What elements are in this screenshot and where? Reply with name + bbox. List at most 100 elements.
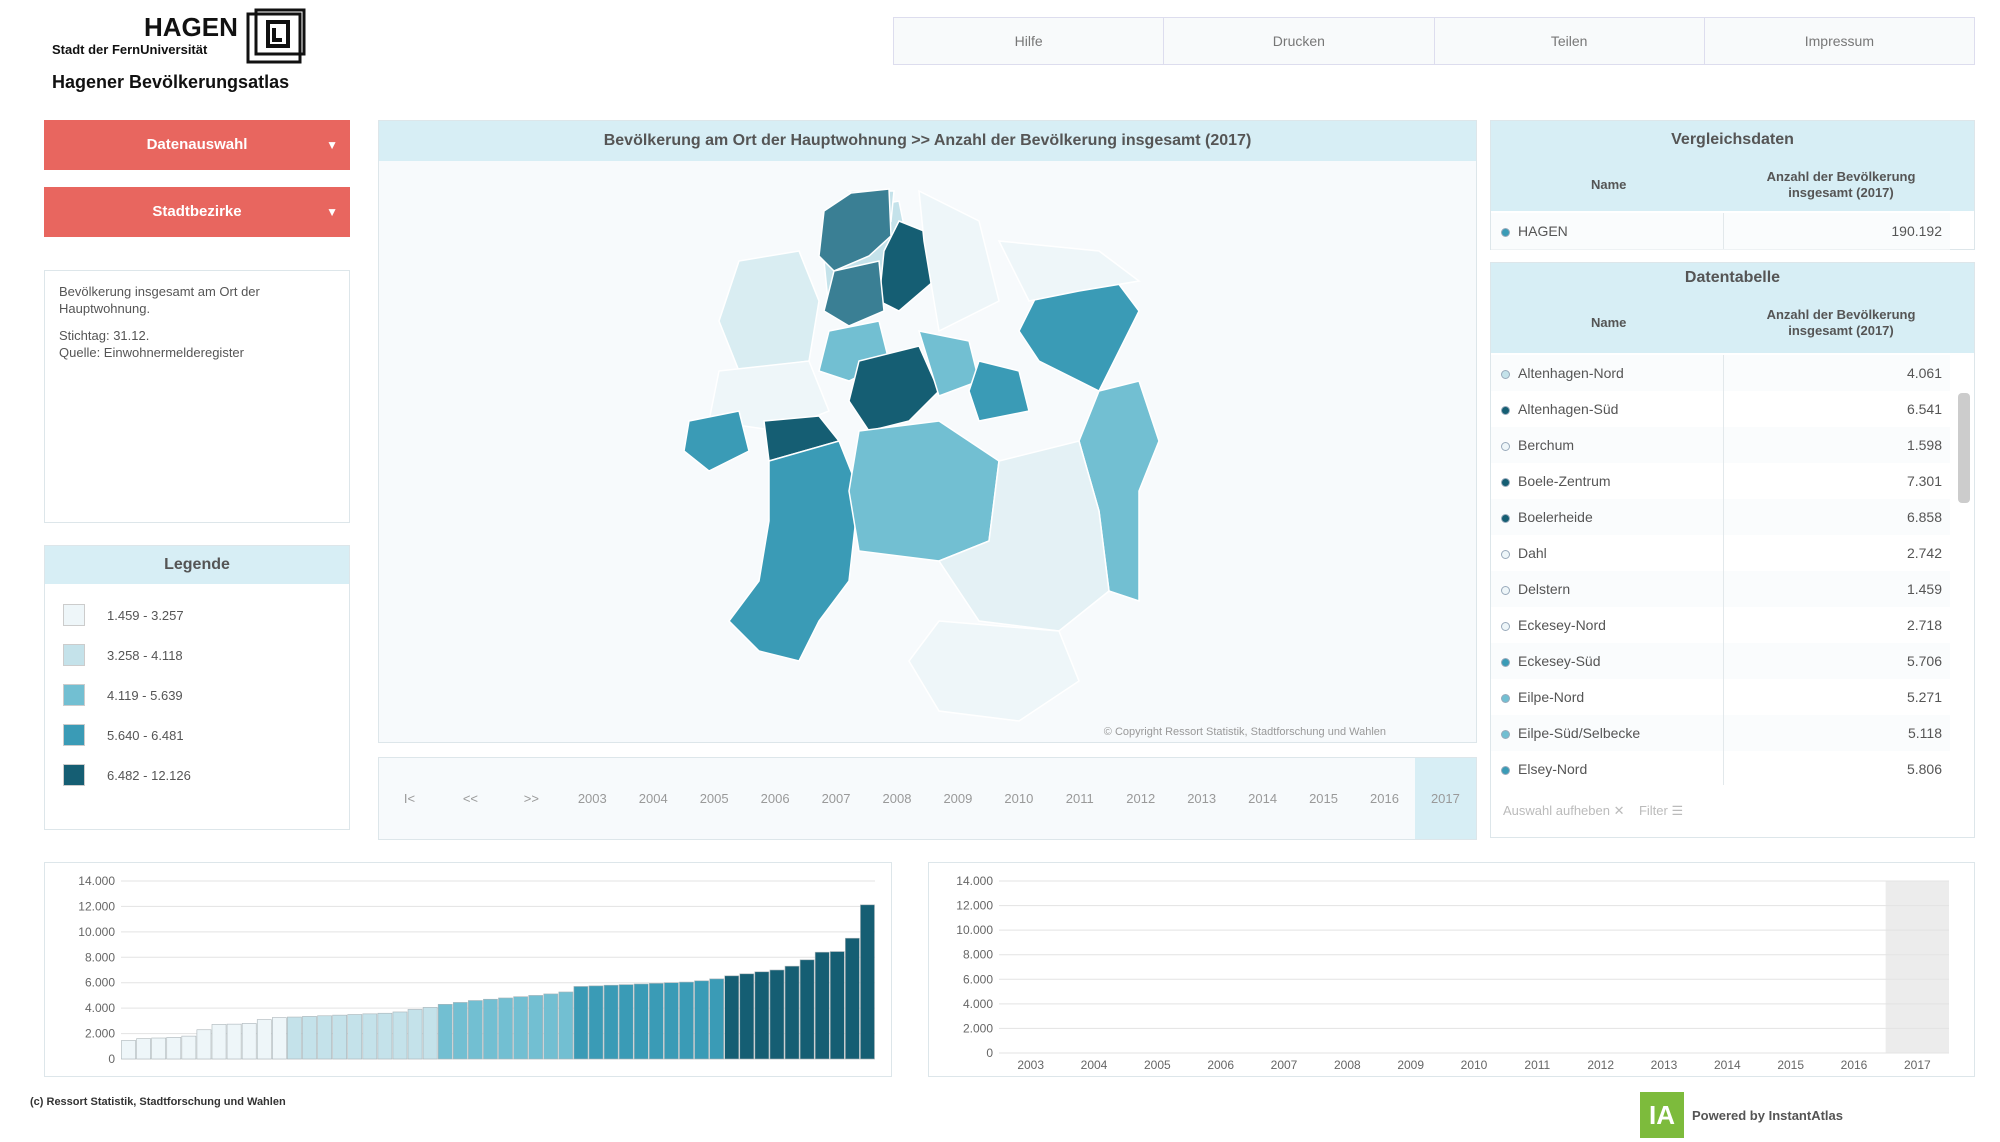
nav-imprint[interactable]: Impressum — [1804, 33, 1874, 49]
timeline-year[interactable]: 2016 — [1370, 791, 1399, 806]
bar[interactable] — [332, 1014, 347, 1060]
table-row[interactable]: Boelerheide 6.858 — [1491, 499, 1950, 536]
timeline-control[interactable]: >> — [523, 791, 539, 806]
bar[interactable] — [633, 983, 649, 1060]
bar[interactable] — [272, 1017, 287, 1060]
bar[interactable] — [860, 904, 875, 1060]
district[interactable] — [718, 250, 820, 372]
bar[interactable] — [377, 1012, 393, 1060]
column-header[interactable]: Anzahl der Bevölkerung insgesamt (2017) — [1766, 307, 1916, 338]
district[interactable] — [968, 360, 1030, 422]
filter[interactable]: Filter — [1638, 803, 1668, 818]
bar[interactable] — [181, 1035, 197, 1060]
district[interactable] — [908, 620, 1080, 722]
bar[interactable] — [603, 984, 619, 1060]
timeline-year[interactable]: 2010 — [1004, 791, 1034, 806]
bar[interactable] — [347, 1014, 363, 1060]
district[interactable] — [848, 420, 1000, 562]
bar[interactable] — [754, 971, 770, 1060]
table-row[interactable]: HAGEN 190.192 — [1491, 213, 1950, 250]
bar[interactable] — [845, 937, 860, 1060]
bar[interactable] — [362, 1013, 378, 1060]
timeline-year[interactable]: 2011 — [1065, 791, 1094, 806]
timeline-year[interactable]: 2004 — [638, 791, 668, 806]
district[interactable] — [823, 260, 885, 327]
table-row[interactable]: Eilpe-Süd/Selbecke 5.118 — [1491, 715, 1950, 752]
district[interactable] — [848, 345, 940, 432]
bar[interactable] — [121, 1040, 136, 1060]
bar[interactable] — [829, 951, 845, 1060]
table-row[interactable]: Eckesey-Nord 2.718 — [1491, 607, 1950, 644]
district-button[interactable]: Stadtbezirke ▼ — [44, 187, 350, 237]
bar[interactable] — [392, 1011, 408, 1060]
bar[interactable] — [241, 1023, 257, 1060]
district[interactable] — [683, 410, 750, 472]
nav-print[interactable]: Drucken — [1164, 18, 1435, 64]
district[interactable] — [728, 440, 860, 662]
scrollbar[interactable] — [1958, 393, 1970, 503]
table-row[interactable]: Boele-Zentrum 7.301 — [1491, 463, 1950, 500]
bar[interactable] — [769, 969, 785, 1060]
bar[interactable] — [573, 986, 589, 1060]
logo[interactable]: HAGEN Stadt der FernUniversität — [52, 8, 322, 68]
bar[interactable] — [211, 1024, 227, 1060]
timeline-control[interactable]: << — [462, 791, 478, 806]
timeline-year[interactable]: 2012 — [1126, 791, 1156, 806]
timeline-year[interactable]: 2008 — [882, 791, 912, 806]
bar[interactable] — [317, 1015, 332, 1060]
bar[interactable] — [422, 1007, 438, 1060]
bar[interactable] — [588, 985, 604, 1060]
bar[interactable] — [694, 980, 709, 1060]
timeline-year[interactable]: 2013 — [1187, 791, 1217, 806]
bar[interactable] — [226, 1023, 242, 1060]
district[interactable] — [818, 188, 892, 272]
data-select-button[interactable]: Datenauswahl ▼ — [44, 120, 350, 170]
bar[interactable] — [664, 982, 679, 1060]
table-row[interactable]: Delstern 1.459 — [1491, 571, 1950, 608]
bar[interactable] — [151, 1037, 167, 1060]
nav-help[interactable]: Hilfe — [894, 18, 1165, 64]
column-header[interactable]: Anzahl der Bevölkerung insgesamt (2017) — [1766, 169, 1916, 200]
powered-by[interactable]: IA Powered by InstantAtlas — [1640, 1092, 1843, 1138]
district[interactable] — [918, 189, 1000, 333]
table-row[interactable]: Berchum 1.598 — [1491, 427, 1950, 464]
table-row[interactable]: Altenhagen-Süd 6.541 — [1491, 391, 1950, 428]
bar[interactable] — [558, 991, 574, 1060]
clear-selection[interactable]: Auswahl aufheben — [1503, 803, 1610, 818]
district[interactable] — [997, 240, 1141, 302]
timeline-year[interactable]: 2014 — [1248, 791, 1278, 806]
table-row[interactable]: Elsey-Nord 5.806 — [1491, 751, 1950, 785]
bar[interactable] — [648, 983, 664, 1060]
bar[interactable] — [287, 1016, 302, 1060]
timeline-control[interactable]: I< — [403, 791, 416, 806]
table-row[interactable]: Altenhagen-Nord 4.061 — [1491, 355, 1950, 392]
bar[interactable] — [784, 965, 800, 1060]
table-row[interactable]: Dahl 2.742 — [1491, 535, 1950, 572]
table-row[interactable]: Eilpe-Nord 5.271 — [1491, 679, 1950, 716]
bar[interactable] — [196, 1029, 212, 1060]
column-header[interactable]: Name — [1591, 315, 1627, 330]
nav-share[interactable]: Teilen — [1435, 18, 1705, 64]
bar[interactable] — [166, 1037, 182, 1060]
bar[interactable] — [618, 984, 634, 1060]
map[interactable] — [379, 161, 1476, 741]
column-header[interactable]: Name — [1591, 177, 1627, 192]
bar[interactable] — [709, 978, 724, 1060]
bar[interactable] — [452, 1002, 468, 1060]
timeline-year[interactable]: 2003 — [577, 791, 607, 806]
bar[interactable] — [724, 975, 740, 1060]
bar[interactable] — [256, 1019, 272, 1060]
bar[interactable] — [407, 1009, 423, 1060]
bar[interactable] — [136, 1038, 151, 1060]
bar[interactable] — [437, 1004, 453, 1060]
bar[interactable] — [739, 973, 755, 1060]
timeline-year[interactable]: 2005 — [699, 791, 729, 806]
table-row[interactable]: Eckesey-Süd 5.706 — [1491, 643, 1950, 680]
bar[interactable] — [483, 998, 498, 1060]
bar[interactable] — [528, 995, 544, 1060]
timeline-year[interactable]: 2017 — [1414, 758, 1476, 839]
bar[interactable] — [543, 993, 559, 1060]
bar[interactable] — [814, 951, 830, 1060]
bar[interactable] — [679, 981, 694, 1060]
timeline-year[interactable]: 2015 — [1309, 791, 1338, 806]
